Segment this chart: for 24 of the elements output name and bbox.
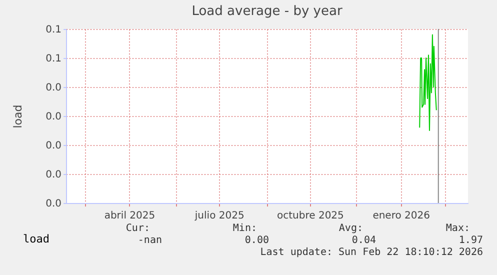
y-tick-label: 0.0 [46, 140, 62, 152]
line-series [419, 34, 437, 131]
text: 0.00 [244, 235, 269, 246]
text: Min: [232, 223, 257, 234]
text: Cur: [126, 223, 150, 234]
text: Avg: [338, 223, 363, 234]
y-tick-label: 0.0 [46, 112, 62, 122]
y-tick-label: 0.0 [46, 198, 62, 210]
text: 1.97 [458, 235, 483, 246]
text: 0.04 [352, 235, 376, 246]
text: Last update: Sun Feb 22 18:10:12 2026 [260, 247, 483, 258]
x-tick-label: abril 2025 [104, 210, 156, 222]
text: load [23, 232, 50, 246]
x-tick-label: julio 2025 [194, 210, 244, 222]
text: -nan [138, 235, 162, 246]
y-tick-label: 0.1 [46, 24, 62, 36]
text: Max: [446, 223, 470, 234]
y-axis-title: load [12, 104, 25, 128]
x-tick-label: octubre 2025 [277, 210, 344, 222]
y-tick-label: 0.0 [46, 170, 62, 180]
chart-title: Load average - by year [192, 4, 343, 19]
y-tick-label: 0.0 [46, 82, 62, 94]
y-tick-label: 0.1 [46, 54, 62, 64]
x-tick-label: enero 2026 [372, 210, 430, 222]
